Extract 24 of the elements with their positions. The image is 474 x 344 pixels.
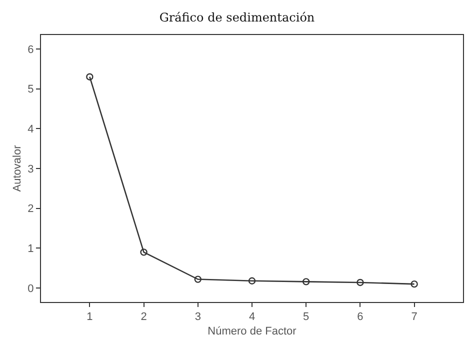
- y-tick-label: 6: [28, 44, 34, 56]
- x-tick-label: 3: [194, 311, 201, 324]
- point: [410, 280, 418, 288]
- x-tick-label: 4: [248, 311, 256, 324]
- y-tick-label: 1: [28, 243, 34, 256]
- point: [86, 73, 94, 80]
- y-tick-label: 4: [28, 124, 34, 136]
- y-tick-label: 5: [28, 84, 34, 96]
- x-tick-label: 7: [411, 311, 418, 324]
- x-tick-label: 1: [86, 311, 93, 324]
- x-axis-title: Número de Factor: [208, 325, 297, 338]
- point: [248, 277, 256, 284]
- y-tick-label: 3: [28, 163, 34, 176]
- y-axis-title: Autovalor: [11, 144, 24, 192]
- x-tick-label: 2: [140, 311, 147, 324]
- point: [194, 276, 202, 283]
- chart-title: Gráfico de sedimentación: [159, 10, 315, 24]
- point: [140, 248, 148, 256]
- x-tick-label: 5: [303, 311, 310, 324]
- y-tick-label: 2: [28, 203, 34, 216]
- x-tick-label: 6: [357, 311, 364, 324]
- point: [302, 278, 310, 286]
- y-tick-label: 0: [28, 282, 34, 295]
- point: [356, 278, 364, 286]
